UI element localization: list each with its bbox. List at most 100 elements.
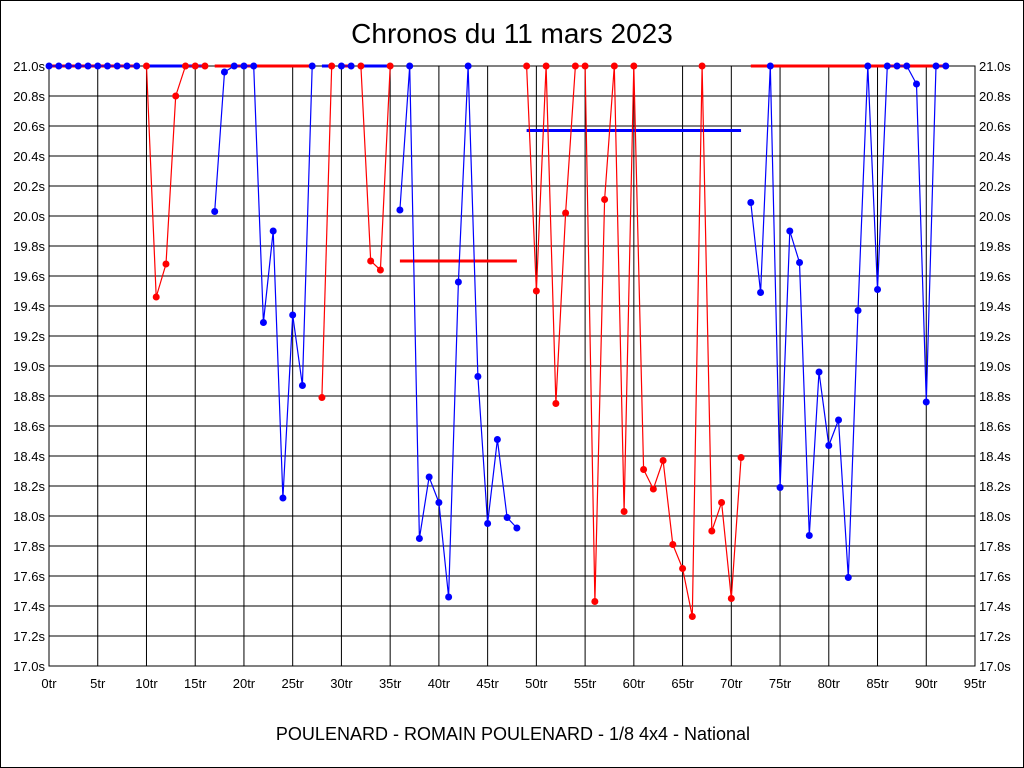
lap-point <box>874 286 882 293</box>
lap-point <box>172 92 180 100</box>
lap-point <box>835 416 843 424</box>
lap-point <box>679 565 687 572</box>
x-tick-label: 10tr <box>135 676 158 691</box>
lap-point <box>142 62 150 70</box>
x-tick-label: 5tr <box>90 676 106 691</box>
lap-point <box>854 307 862 314</box>
y-tick-label-left: 17.6s <box>13 569 45 584</box>
x-tick-label: 85tr <box>866 676 889 691</box>
lap-point <box>640 466 648 473</box>
lap-point <box>55 62 63 70</box>
y-tick-label-right: 19.6s <box>979 269 1011 284</box>
x-tick-label: 30tr <box>330 676 353 691</box>
lap-point <box>747 199 755 206</box>
lap-point <box>659 457 667 464</box>
x-tick-label: 95tr <box>964 676 987 691</box>
y-tick-label-left: 20.2s <box>13 179 45 194</box>
lap-point <box>415 535 423 542</box>
lap-point <box>474 373 482 380</box>
x-tick-label: 35tr <box>379 676 402 691</box>
lap-point <box>844 574 852 581</box>
stint-averages <box>49 64 946 263</box>
lap-point <box>883 62 891 70</box>
y-tick-label-right: 19.8s <box>979 239 1011 254</box>
lap-point <box>220 68 228 76</box>
x-tick-label: 75tr <box>769 676 792 691</box>
lap-point <box>913 80 921 88</box>
lap-point <box>903 62 911 70</box>
lap-point <box>454 278 462 286</box>
y-tick-label-right: 20.4s <box>979 149 1011 164</box>
y-tick-label-right: 19.4s <box>979 299 1011 314</box>
y-tick-label-right: 17.4s <box>979 599 1011 614</box>
lap-point <box>337 62 345 70</box>
stint-line <box>321 65 333 398</box>
grid <box>48 65 976 667</box>
lap-point <box>932 62 940 70</box>
y-tick-label-left: 17.0s <box>13 659 45 674</box>
lap-point <box>718 499 726 506</box>
y-tick-label-left: 21.0s <box>13 59 45 74</box>
x-tick-label: 25tr <box>281 676 304 691</box>
lap-point <box>191 62 199 70</box>
y-tick-label-right: 18.4s <box>979 449 1011 464</box>
lap-point <box>181 62 189 70</box>
lap-point <box>503 514 511 521</box>
lap-point <box>571 62 579 70</box>
lap-point <box>620 508 628 515</box>
lap-point <box>406 62 414 70</box>
y-tick-label-left: 18.4s <box>13 449 45 464</box>
y-tick-label-right: 21.0s <box>979 59 1011 74</box>
lap-point <box>103 62 111 70</box>
y-tick-label-left: 19.4s <box>13 299 45 314</box>
y-tick-label-left: 18.8s <box>13 389 45 404</box>
y-tick-label-right: 20.0s <box>979 209 1011 224</box>
lap-point <box>922 398 930 406</box>
lap-point <box>815 368 823 376</box>
lap-point <box>532 287 540 295</box>
lap-point <box>669 541 677 548</box>
x-tick-label: 40tr <box>428 676 451 691</box>
y-tick-label-left: 17.8s <box>13 539 45 554</box>
y-tick-label-right: 19.2s <box>979 329 1011 344</box>
lap-point <box>357 62 365 70</box>
lap-point <box>698 62 706 70</box>
y-tick-label-left: 19.8s <box>13 239 45 254</box>
y-tick-label-right: 20.2s <box>979 179 1011 194</box>
y-tick-label-right: 17.8s <box>979 539 1011 554</box>
y-tick-label-right: 18.6s <box>979 419 1011 434</box>
lap-point <box>269 227 277 235</box>
y-tick-label-left: 17.2s <box>13 629 45 644</box>
x-tick-label: 65tr <box>671 676 694 691</box>
y-tick-label-right: 17.2s <box>979 629 1011 644</box>
lap-point <box>328 62 336 70</box>
y-tick-label-left: 19.0s <box>13 359 45 374</box>
stint-line <box>399 65 518 598</box>
lap-point <box>84 62 92 70</box>
lap-point <box>318 394 326 401</box>
lap-point <box>113 62 121 70</box>
y-tick-label-left: 20.6s <box>13 119 45 134</box>
lap-point <box>464 62 472 70</box>
x-tick-label: 80tr <box>818 676 841 691</box>
plot-border <box>48 65 976 667</box>
y-tick-label-left: 18.0s <box>13 509 45 524</box>
x-tick-label: 45tr <box>476 676 499 691</box>
x-tick-label: 15tr <box>184 676 207 691</box>
lap-point <box>542 62 550 70</box>
lap-point <box>289 311 297 319</box>
lap-point <box>94 62 102 70</box>
series <box>45 62 950 620</box>
lap-point <box>152 293 160 301</box>
lap-point <box>757 289 765 296</box>
stint-line <box>360 65 391 272</box>
lap-point <box>766 62 774 70</box>
lap-point <box>133 62 141 70</box>
lap-point <box>825 442 833 449</box>
lap-point <box>786 227 794 235</box>
y-tick-label-left: 17.4s <box>13 599 45 614</box>
lap-point <box>591 598 599 605</box>
y-tick-label-left: 20.4s <box>13 149 45 164</box>
x-axis-label: POULENARD - ROMAIN POULENARD - 1/8 4x4 -… <box>276 724 750 744</box>
